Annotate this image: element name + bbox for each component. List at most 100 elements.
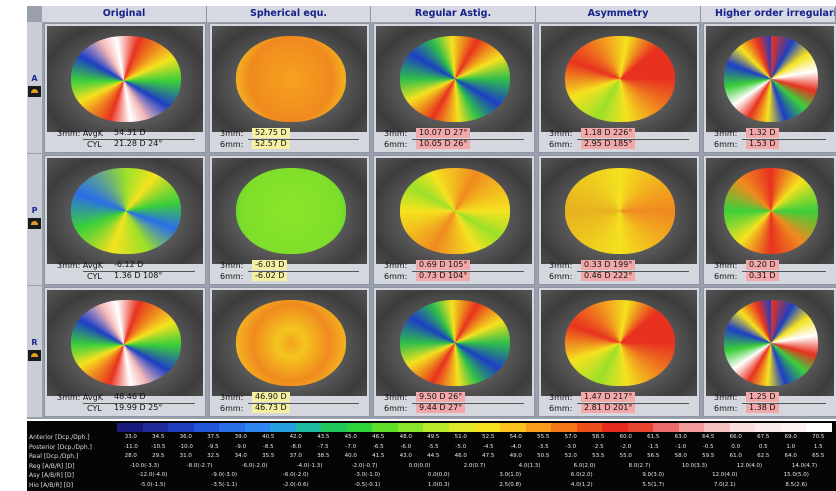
scale-tick-label: 58.0: [674, 453, 687, 459]
scale-tick-label: 37.0: [289, 453, 302, 459]
scale-tick-label: 65.5: [812, 453, 825, 459]
column-header-higher-order[interactable]: Higher order irregularity: [701, 6, 836, 22]
scale-tick-label: 38.5: [317, 453, 330, 459]
map-cell-posterior-spherical[interactable]: 3mm: -6.03 D 6mm: -6.02 D: [209, 155, 370, 285]
scale-row-label: Asy [A/B/R] [D]: [29, 472, 75, 479]
row-tab-real[interactable]: R: [27, 286, 42, 417]
row-tab-anterior[interactable]: A: [27, 22, 42, 153]
topography-map[interactable]: [400, 168, 510, 254]
eye-icon[interactable]: [28, 218, 41, 229]
value-label: 6mm:: [714, 272, 738, 281]
scale-tick-label: 1.0: [786, 443, 796, 450]
topography-map[interactable]: [235, 168, 346, 254]
eye-photo-background: [47, 290, 203, 396]
map-cell-anterior-higher-order[interactable]: 3mm: 1.32 D 6mm: 1.53 D: [703, 23, 836, 153]
topography-map[interactable]: [724, 300, 818, 386]
eye-icon[interactable]: [28, 350, 41, 361]
eye-photo-background: [541, 290, 697, 396]
value-line-1: 3mm: 1.47 D 217°: [541, 392, 697, 403]
row-letter-a: A: [31, 74, 38, 83]
topography-map[interactable]: [724, 168, 818, 254]
map-cell-real-spherical[interactable]: 3mm: 46.90 D 6mm: 46.73 D: [209, 287, 370, 417]
scale-tick-label: 0.0(0.0): [427, 472, 450, 478]
eye-photo-background: [541, 158, 697, 264]
map-cell-real-higher-order[interactable]: 3mm: 1.25 D 6mm: 1.38 D: [703, 287, 836, 417]
scale-tick-label: 63.0: [674, 434, 687, 440]
scale-tick-label: -3.5: [537, 443, 549, 450]
scale-tick-label: 48.0: [399, 434, 412, 440]
scale-tick-label: -5.0(-1.5): [139, 481, 166, 488]
topography-map[interactable]: [400, 36, 510, 122]
value-reading: 46.73 D: [252, 403, 290, 413]
scale-tick-label: 55.0: [619, 453, 632, 459]
scale-tick-label: 2.5(0.8): [499, 481, 522, 488]
map-cell-anterior-asymmetry[interactable]: 3mm: 1.18 D 226° 6mm: 2.95 D 185°: [538, 23, 700, 153]
value-separator: [83, 403, 195, 404]
value-reading: 10.05 D 26°: [416, 139, 471, 149]
scale-tick-label: 56.5: [647, 453, 660, 459]
topography-map[interactable]: [235, 300, 346, 386]
scale-tick-label: -6.5: [372, 443, 384, 450]
scale-tick-label: 8.0(2.7): [628, 462, 651, 469]
topography-map[interactable]: [235, 36, 346, 122]
map-cell-real-regular-astig[interactable]: 3mm: 9.50 D 26° 6mm: 9.44 D 27°: [373, 287, 535, 417]
value-line-2: 6mm: 0.46 D 222°: [541, 271, 697, 282]
scale-tick-label: 1.5: [813, 443, 823, 450]
cell-values: 3mm: 1.18 D 226° 6mm: 2.95 D 185°: [541, 128, 697, 150]
scale-tick-label: 34.0: [234, 453, 247, 459]
topography-map[interactable]: [565, 300, 675, 386]
value-separator: [577, 271, 689, 272]
scale-tick-label: 67.5: [757, 434, 770, 440]
scale-tick-label: 12.0(4.0): [736, 462, 763, 469]
topography-map[interactable]: [400, 300, 510, 386]
scale-tick-label: 4.0(1.3): [518, 462, 541, 469]
map-cell-anterior-spherical[interactable]: 3mm: 52.75 D 6mm: 52.57 D: [209, 23, 370, 153]
scale-tick-label: 12.0(4.0): [712, 472, 738, 478]
value-reading: 10.07 D 27°: [416, 128, 471, 138]
value-separator: [412, 139, 524, 140]
scale-swatch: [551, 423, 578, 432]
eye-icon[interactable]: [28, 86, 41, 97]
scale-swatch: [346, 423, 373, 432]
topography-map[interactable]: [565, 36, 675, 122]
scale-tick-label: 54.0: [509, 434, 522, 440]
map-cell-posterior-original[interactable]: 3mm: AvgK -6.12 D CYL 1.36 D 108°: [44, 155, 206, 285]
map-cell-anterior-original[interactable]: 3mm: AvgK 54.31 D CYL 21.28 D 24°: [44, 23, 206, 153]
value-label: 6mm:: [549, 272, 573, 281]
cell-values: 3mm: AvgK 54.31 D CYL 21.28 D 24°: [47, 128, 203, 150]
map-cell-anterior-regular-astig[interactable]: 3mm: 10.07 D 27° 6mm: 10.05 D 26°: [373, 23, 535, 153]
scale-tick-label: 57.0: [564, 434, 577, 440]
scale-tick-label: 7.0(2.1): [713, 481, 736, 488]
topography-map[interactable]: [724, 36, 818, 122]
map-cell-real-asymmetry[interactable]: 3mm: 1.47 D 217° 6mm: 2.81 D 201°: [538, 287, 700, 417]
map-cell-posterior-regular-astig[interactable]: 3mm: 0.69 D 105° 6mm: 0.73 D 104°: [373, 155, 535, 285]
scale-tick-label: 39.0: [234, 434, 247, 440]
topography-map[interactable]: [71, 36, 181, 122]
topography-map[interactable]: [565, 168, 675, 254]
column-header-asymmetry[interactable]: Asymmetry: [536, 6, 701, 22]
value-reading: 9.50 D 26°: [416, 392, 466, 402]
column-header-regular-astig[interactable]: Regular Astig.: [371, 6, 536, 22]
cell-values: 3mm: AvgK -6.12 D CYL 1.36 D 108°: [47, 260, 203, 282]
scale-tick-label: -8.0: [290, 443, 302, 450]
eye-photo-background: [376, 290, 532, 396]
value-reading: 21.28 D 24°: [114, 139, 163, 148]
value-separator: [412, 403, 524, 404]
value-line-2: CYL 19.99 D 25°: [47, 403, 203, 414]
row-tab-posterior[interactable]: P: [27, 154, 42, 285]
topography-map[interactable]: [71, 168, 181, 254]
column-header-spherical[interactable]: Spherical equ.: [207, 6, 371, 22]
value-reading: 0.69 D 105°: [416, 260, 471, 270]
scale-tick-label: 37.5: [207, 434, 220, 440]
scale-tick-label: 41.5: [372, 453, 385, 459]
value-line-2: 6mm: 0.31 D: [706, 271, 834, 282]
column-header-original[interactable]: Original: [42, 6, 207, 22]
cell-values: 3mm: 46.90 D 6mm: 46.73 D: [212, 392, 367, 414]
map-cell-posterior-asymmetry[interactable]: 3mm: 0.33 D 199° 6mm: 0.46 D 222°: [538, 155, 700, 285]
cell-values: 3mm: 1.47 D 217° 6mm: 2.81 D 201°: [541, 392, 697, 414]
map-cell-posterior-higher-order[interactable]: 3mm: 0.20 D 6mm: 0.31 D: [703, 155, 836, 285]
topography-map[interactable]: [71, 300, 181, 386]
scale-swatch: [295, 423, 322, 432]
value-label: 6mm:: [220, 272, 244, 281]
map-cell-real-original[interactable]: 3mm: AvgK 48.46 D CYL 19.99 D 25°: [44, 287, 206, 417]
